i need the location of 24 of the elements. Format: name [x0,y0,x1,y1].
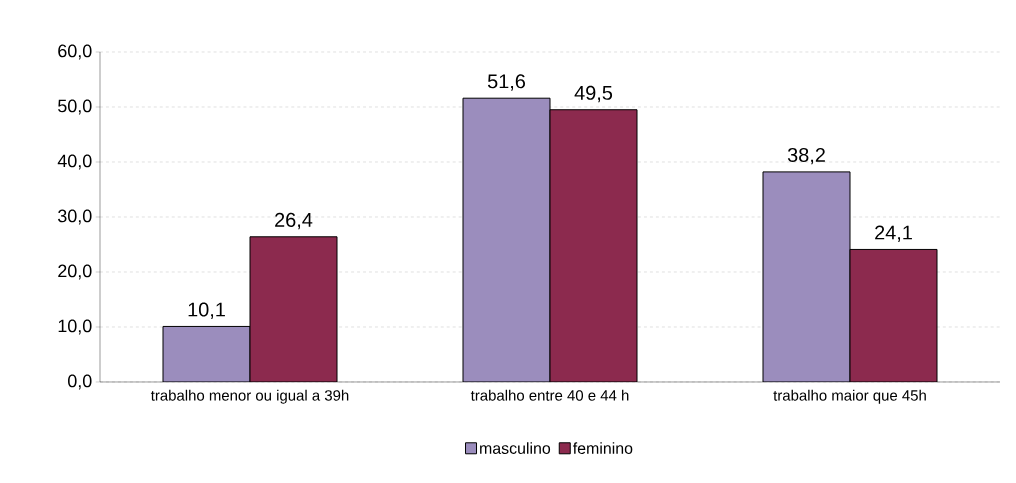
data-label: 26,4 [275,212,313,230]
x-tick-label: trabalho menor ou igual a 39h [150,389,349,404]
legend-label: feminino [572,442,633,454]
bar [549,109,638,382]
y-tick-label: 30,0 [58,209,92,225]
bar [462,97,551,382]
x-tick-label: trabalho entre 40 e 44 h [470,389,629,401]
data-label: 24,1 [875,225,912,242]
y-tick-label: 40,0 [57,154,92,170]
data-label: 10,1 [188,302,225,319]
y-tick-label: 10,0 [58,319,92,335]
y-tick-label: 0,0 [68,374,92,390]
data-label: 51,6 [487,74,526,91]
bar [762,171,851,382]
legend-label: masculino [480,442,551,454]
bar [162,325,251,382]
x-tick-label: trabalho maior que 45h [773,389,926,404]
data-label: 38,2 [787,147,825,165]
bar [849,248,938,382]
y-tick-label: 50,0 [58,99,92,115]
bar [249,236,338,382]
y-tick-label: 60,0 [58,44,92,60]
y-tick-label: 20,0 [58,264,92,280]
data-label: 49,5 [574,85,613,103]
